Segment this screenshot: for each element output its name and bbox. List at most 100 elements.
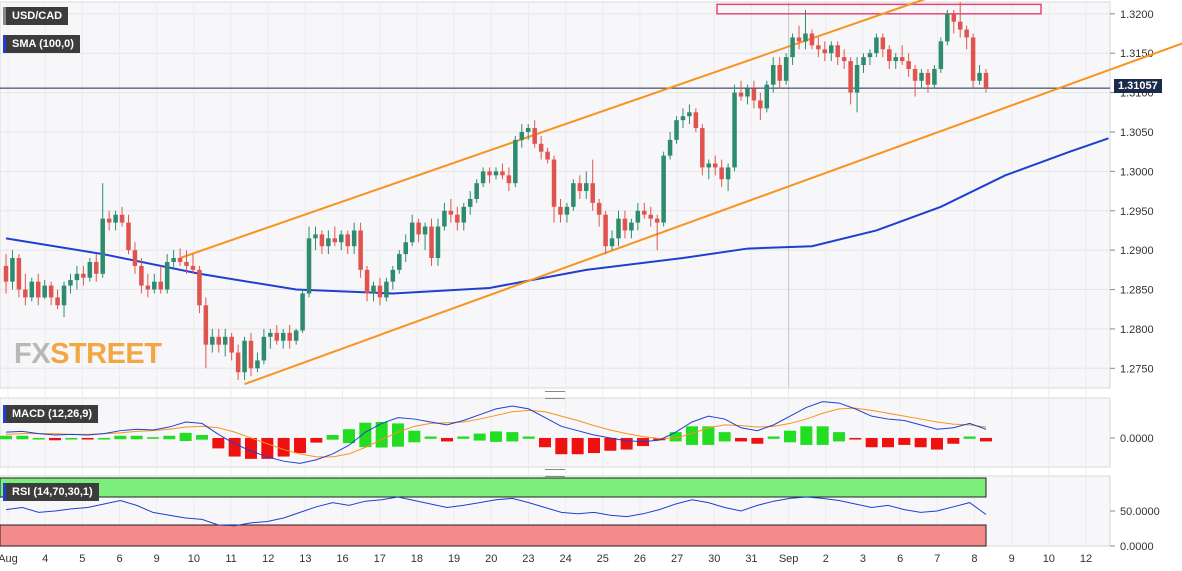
candle-body <box>403 242 408 255</box>
macd-histogram-bar <box>294 437 306 454</box>
candle-body <box>119 214 125 223</box>
candle-body <box>29 281 35 298</box>
candle-body <box>397 254 402 270</box>
macd-histogram-bar <box>588 437 600 454</box>
candle <box>23 273 28 306</box>
candle <box>764 80 770 113</box>
x-tick-label: 6 <box>897 553 903 565</box>
candle-body <box>493 171 499 176</box>
candle-body <box>719 167 724 180</box>
candle <box>680 108 686 129</box>
candle <box>816 37 821 58</box>
macd-histogram-bar <box>98 437 110 440</box>
candle-body <box>945 13 950 42</box>
symbol-tag: USD/CAD <box>3 7 69 25</box>
x-tick-label: 12 <box>1080 553 1092 565</box>
candle-body <box>525 128 531 132</box>
candle <box>390 265 396 290</box>
candle <box>358 222 363 278</box>
candle-body <box>203 305 209 345</box>
x-tick-label: 27 <box>671 553 683 565</box>
y-tick-label: 1.3050 <box>1120 127 1154 139</box>
candle <box>983 68 989 93</box>
candle-body <box>435 226 441 259</box>
x-tick-label: 9 <box>154 553 160 565</box>
candle-body <box>571 183 576 207</box>
macd-histogram-bar <box>310 437 323 443</box>
candle-body <box>693 112 699 129</box>
candle <box>654 214 660 251</box>
macd-line <box>5 401 987 464</box>
candle <box>725 163 731 192</box>
candle <box>745 84 750 105</box>
candle <box>467 191 473 215</box>
candle-body <box>777 65 782 81</box>
macd-histogram-bar <box>0 435 12 440</box>
candle-body <box>113 214 118 223</box>
candle <box>951 9 957 34</box>
candle <box>693 108 699 132</box>
candle-body <box>906 61 911 69</box>
macd-histogram-bar <box>392 423 404 447</box>
macd-histogram-bar <box>326 435 339 440</box>
candle <box>268 328 273 349</box>
candle-body <box>841 57 847 62</box>
candle-body <box>551 159 557 207</box>
candle-body <box>351 230 357 247</box>
candle <box>577 175 583 199</box>
candle-body <box>545 151 550 160</box>
macd-histogram-bar <box>130 435 143 440</box>
x-tick-label: 18 <box>411 553 423 565</box>
candle <box>55 289 60 310</box>
macd-histogram-bar <box>196 435 208 440</box>
candle-body <box>867 53 873 58</box>
resistance-zone-box <box>716 3 1042 15</box>
logo-street: STREET <box>50 338 162 370</box>
candle-body <box>925 72 931 85</box>
pane-divider-1[interactable] <box>545 391 565 399</box>
x-tick-label: 31 <box>745 553 757 565</box>
candle-body <box>500 171 505 176</box>
candle <box>255 352 260 373</box>
candle-body <box>803 33 808 42</box>
candle <box>925 68 931 93</box>
candle-body <box>712 163 718 168</box>
candle <box>809 29 815 50</box>
candle <box>145 273 151 298</box>
macd-histogram-bar <box>865 437 878 448</box>
candle <box>113 210 118 231</box>
candle <box>558 198 563 223</box>
candle-body <box>487 171 492 176</box>
candle <box>525 124 531 140</box>
macd-histogram-bar <box>669 432 682 442</box>
candle <box>29 277 35 302</box>
candle <box>964 25 969 50</box>
candle <box>377 277 383 306</box>
candle <box>229 332 234 361</box>
candle <box>403 234 408 262</box>
candle <box>364 265 370 302</box>
x-tick-label: 2 <box>823 553 829 565</box>
macd-histogram-bar <box>228 437 241 457</box>
candle-body <box>648 214 653 219</box>
candle <box>300 289 305 333</box>
candle-body <box>642 210 647 215</box>
candle-body <box>809 33 815 46</box>
candle <box>306 226 312 298</box>
macd-histogram-bar <box>898 437 911 445</box>
macd-histogram-bar <box>81 437 94 440</box>
candle-body <box>590 183 595 203</box>
macd-tag: MACD (12,26,9) <box>3 405 99 423</box>
candle <box>719 159 724 188</box>
candle-body <box>222 336 228 345</box>
pane-divider-2[interactable] <box>545 469 565 477</box>
y-tick-label: 1.2950 <box>1120 206 1154 218</box>
candle <box>970 33 976 89</box>
x-tick-label: 6 <box>116 553 122 565</box>
candle <box>874 33 879 58</box>
candle-body <box>758 100 763 109</box>
candle <box>590 159 595 211</box>
candle-body <box>899 57 905 62</box>
macd-histogram-bar <box>65 437 78 440</box>
